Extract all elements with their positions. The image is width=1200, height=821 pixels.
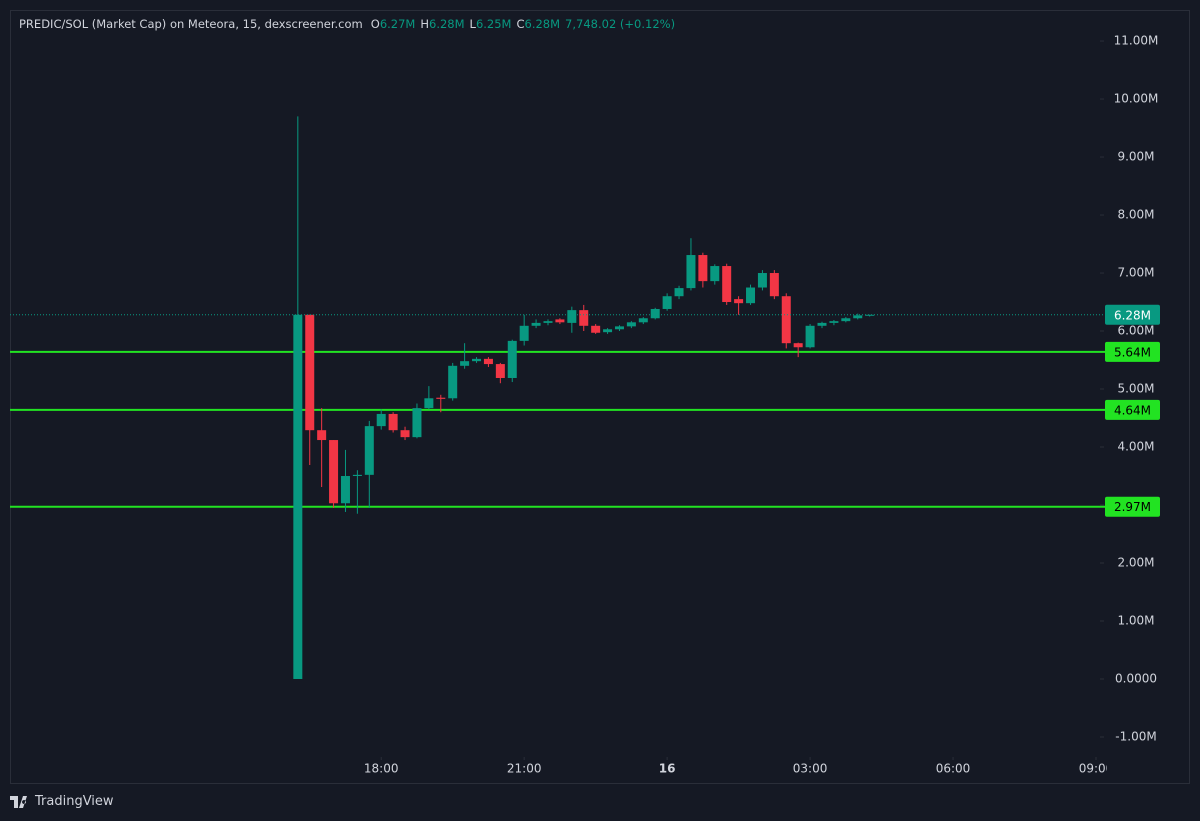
candle-body [614, 326, 624, 330]
candle-body [626, 322, 636, 327]
candle-body [495, 364, 505, 378]
candle-body [507, 340, 517, 378]
ohlc-key: H [420, 17, 429, 31]
candle-body [805, 325, 815, 348]
y-tick-label: 10.00M [1114, 92, 1159, 106]
candle-body [662, 296, 672, 309]
price-label-box [1105, 341, 1160, 362]
y-tick-label: 8.00M [1117, 208, 1154, 222]
y-tick-label: 6.00M [1117, 324, 1154, 338]
price-label: 2.97M [1114, 500, 1151, 514]
candle-body [483, 358, 493, 365]
candle-body [591, 325, 601, 333]
y-tick-label: -1.00M [1115, 729, 1156, 743]
candle-body [579, 310, 589, 326]
candle-body [293, 314, 303, 679]
candle-body [329, 440, 339, 504]
candle-body [698, 255, 708, 282]
candle-body [638, 318, 648, 323]
candle-body [400, 430, 410, 438]
candle-body [460, 361, 470, 366]
x-tick-label: 03:00 [793, 762, 828, 776]
candle-body [817, 322, 827, 326]
candle-body [448, 365, 458, 399]
candle-body [472, 358, 482, 362]
price-label-box [1105, 399, 1160, 420]
candle-body [364, 426, 374, 475]
candle-body [686, 255, 696, 289]
title: PREDIC/SOL (Market Cap) on Meteora, 15, … [19, 17, 363, 31]
candle-body [376, 413, 386, 427]
y-tick-label: 7.00M [1117, 266, 1154, 280]
y-tick-label: 9.00M [1117, 150, 1154, 164]
candle-body [531, 322, 541, 326]
y-tick-label: 11.00M [1114, 34, 1159, 48]
logo [10, 795, 27, 808]
y-tick-label: 4.00M [1117, 440, 1154, 454]
candle-body [853, 315, 863, 319]
y-tick-label: 0.0000 [1115, 671, 1157, 685]
ohlc-value: 6.28M [429, 17, 465, 31]
candle-body [317, 430, 327, 441]
x-tick-label: 06:00 [936, 762, 971, 776]
brand: TradingView [35, 794, 114, 809]
ohlc-key: C [516, 17, 525, 31]
y-tick-label: 5.00M [1117, 382, 1154, 396]
candle-body [436, 397, 446, 399]
candle-body [829, 321, 839, 323]
ohlc-key: L [469, 17, 476, 31]
candle-body [603, 329, 613, 333]
frame [10, 10, 1190, 784]
candle-body [543, 321, 553, 323]
candle-body [424, 398, 434, 409]
candle-body [555, 319, 565, 323]
price-label: 5.64M [1114, 345, 1151, 359]
candle-body [710, 266, 720, 282]
change: 7,748.02 (+0.12%) [565, 17, 676, 31]
candle-body [567, 310, 577, 323]
last-price-label: 6.28M [1114, 308, 1151, 322]
candle-body [340, 476, 350, 504]
candle-body [781, 296, 791, 344]
candle-body [519, 325, 529, 341]
candle-body [841, 318, 851, 322]
candle-body [757, 273, 767, 288]
candle-body [352, 474, 362, 477]
ohlc-value: 6.25M [475, 17, 512, 31]
candle-body [793, 343, 803, 348]
legend-header: PREDIC/SOL (Market Cap) on Meteora, 15, … [19, 17, 680, 31]
candle-body [650, 308, 660, 319]
candle-body [388, 413, 398, 431]
footer: TradingView [10, 794, 114, 809]
last-price-box [1105, 304, 1160, 325]
x-axis: 18:00 21:00 16 03:00 06:00 09:00 [364, 757, 1114, 776]
candle-body [769, 273, 779, 297]
ohlc-value: 6.28M [524, 17, 561, 31]
y-tick-label: 2.00M [1117, 556, 1154, 570]
candle-body [734, 299, 744, 304]
candle-body [305, 314, 315, 431]
x-tick-label: 16 [659, 762, 676, 776]
price-label-box [1105, 496, 1160, 517]
candle-body [722, 266, 732, 303]
price-label: 4.64M [1114, 403, 1151, 417]
x-tick-label: 21:00 [507, 762, 542, 776]
candle-body [412, 408, 422, 438]
y-tick-label: 1.00M [1117, 613, 1154, 627]
candle-body [865, 314, 875, 316]
x-tick-label: 09:00 [1079, 762, 1114, 776]
candle-body [746, 287, 756, 304]
ohlc-value: 6.27M [379, 17, 416, 31]
ohlc-key: O [370, 17, 380, 31]
x-tick-label: 18:00 [364, 762, 399, 776]
candle-body [674, 288, 684, 297]
